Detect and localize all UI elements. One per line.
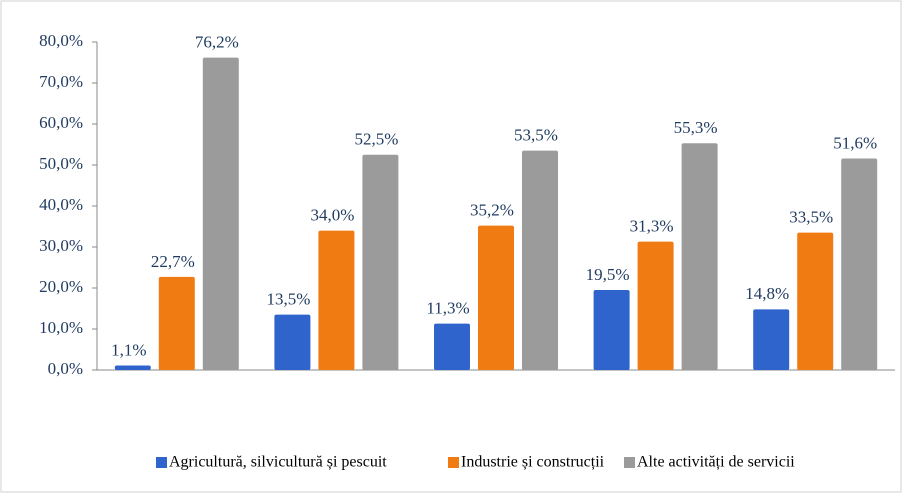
- data-label: 22,7%: [151, 252, 195, 271]
- bar: [797, 232, 834, 370]
- bar: [318, 230, 355, 370]
- data-label: 14,8%: [745, 284, 789, 303]
- bar: [158, 276, 195, 370]
- legend-label: Alte activități de servicii: [637, 454, 795, 471]
- bar: [593, 290, 630, 370]
- y-tick-label: 0,0%: [48, 359, 83, 378]
- legend-label: Industrie și construcții: [461, 454, 605, 471]
- data-label: 13,5%: [266, 290, 310, 309]
- data-label: 1,1%: [111, 340, 146, 359]
- bar: [114, 365, 151, 370]
- legend-swatch: [156, 457, 167, 468]
- bar: [753, 309, 790, 370]
- bar: [637, 241, 674, 370]
- data-label: 53,5%: [514, 126, 558, 145]
- legend-swatch: [624, 457, 635, 468]
- y-tick-label: 80,0%: [39, 31, 83, 50]
- data-label: 76,2%: [195, 32, 239, 51]
- legend-swatch: [448, 457, 459, 468]
- data-label: 34,0%: [310, 206, 354, 225]
- data-label: 19,5%: [586, 265, 630, 284]
- bar: [434, 323, 470, 370]
- bar: [274, 314, 311, 370]
- y-tick-label: 50,0%: [39, 154, 83, 173]
- data-label: 51,6%: [833, 133, 877, 152]
- bar: [841, 158, 878, 370]
- bar: [681, 143, 718, 370]
- data-label: 55,3%: [674, 118, 718, 137]
- y-tick-label: 40,0%: [39, 195, 83, 214]
- data-label: 35,2%: [470, 201, 514, 220]
- y-tick-label: 70,0%: [39, 72, 83, 91]
- data-label: 31,3%: [630, 217, 674, 236]
- y-tick-label: 10,0%: [39, 318, 83, 337]
- data-label: 52,5%: [354, 130, 398, 149]
- y-tick-label: 60,0%: [39, 113, 83, 132]
- data-label: 33,5%: [789, 208, 833, 227]
- y-tick-label: 30,0%: [39, 236, 83, 255]
- data-label: 11,3%: [426, 299, 469, 318]
- y-tick-label: 20,0%: [39, 277, 83, 296]
- bar: [478, 225, 514, 370]
- bar: [362, 154, 399, 370]
- legend-label: Agricultură, silvicultură și pescuit: [169, 454, 387, 471]
- bar: [202, 57, 239, 371]
- bar: [522, 150, 558, 370]
